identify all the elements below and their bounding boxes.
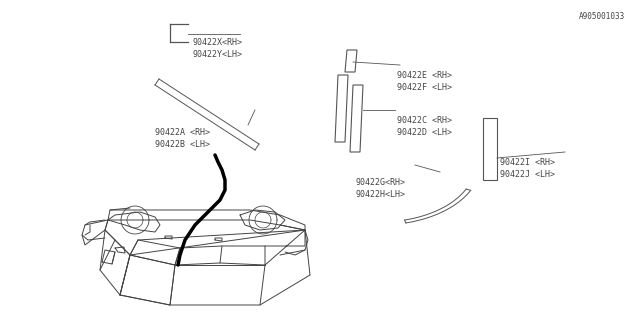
Polygon shape — [350, 85, 363, 152]
Text: 90422E <RH>
90422F <LH>: 90422E <RH> 90422F <LH> — [397, 71, 452, 92]
Text: 90422A <RH>
90422B <LH>: 90422A <RH> 90422B <LH> — [155, 128, 210, 149]
Text: A905001033: A905001033 — [579, 12, 625, 21]
Text: 90422G<RH>
90422H<LH>: 90422G<RH> 90422H<LH> — [355, 178, 405, 199]
Bar — [483, 118, 497, 180]
Text: 90422I <RH>
90422J <LH>: 90422I <RH> 90422J <LH> — [500, 158, 555, 179]
Text: 90422C <RH>
90422D <LH>: 90422C <RH> 90422D <LH> — [397, 116, 452, 137]
Polygon shape — [345, 50, 357, 72]
Text: 90422X<RH>
90422Y<LH>: 90422X<RH> 90422Y<LH> — [192, 38, 242, 59]
Polygon shape — [335, 75, 348, 142]
